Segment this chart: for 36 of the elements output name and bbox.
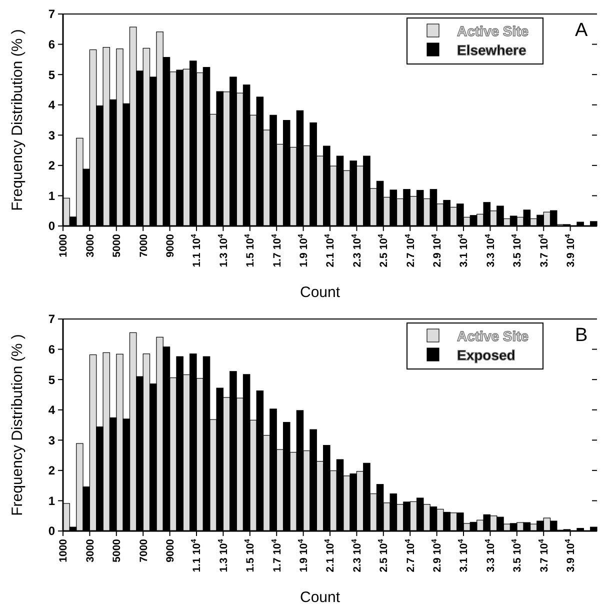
x-tick-label: 1000 (58, 234, 70, 258)
y-axis-title: Frequency Distribution (% ) (9, 29, 26, 211)
x-axis-title: Count (300, 284, 341, 301)
legend-label: Active Site (457, 22, 529, 39)
legend-label: Exposed (457, 346, 516, 363)
x-tick-label: 1000 (58, 538, 70, 562)
y-tick-label: 2 (48, 464, 56, 478)
y-tick-label: 1 (48, 494, 56, 508)
y-tick-label: 6 (48, 37, 56, 52)
y-tick-label: 5 (48, 68, 56, 82)
x-tick-label: 5000 (111, 538, 124, 562)
y-tick-label: 7 (48, 7, 56, 22)
annotation: B (575, 325, 588, 346)
y-tick-label: 6 (48, 342, 56, 356)
annotation: A (575, 20, 588, 41)
x-tick-label: 9000 (164, 234, 176, 258)
x-tick-label: 9000 (164, 538, 176, 562)
y-tick-label: 3 (48, 433, 56, 448)
y-tick-label: 2 (48, 158, 56, 173)
x-tick-label: 3000 (84, 234, 96, 258)
y-tick-label: 0 (48, 524, 56, 538)
y-axis-title: Frequency Distribution (% ) (9, 334, 26, 516)
y-tick-label: 4 (48, 403, 56, 418)
y-tick-label: 7 (48, 312, 56, 326)
legend-label: Active Site (457, 328, 529, 344)
x-tick-label: 3000 (84, 538, 96, 562)
y-tick-label: 3 (48, 128, 56, 142)
y-tick-label: 5 (48, 372, 56, 387)
x-tick-label: 7000 (138, 234, 150, 258)
legend-label: Elsewhere (457, 42, 526, 58)
y-tick-label: 1 (48, 188, 56, 203)
x-tick-label: 5000 (111, 234, 124, 258)
y-tick-label: 4 (48, 98, 56, 112)
x-tick-label: 7000 (138, 538, 150, 562)
x-axis-title: Count (300, 589, 341, 606)
y-tick-label: 0 (48, 219, 56, 234)
